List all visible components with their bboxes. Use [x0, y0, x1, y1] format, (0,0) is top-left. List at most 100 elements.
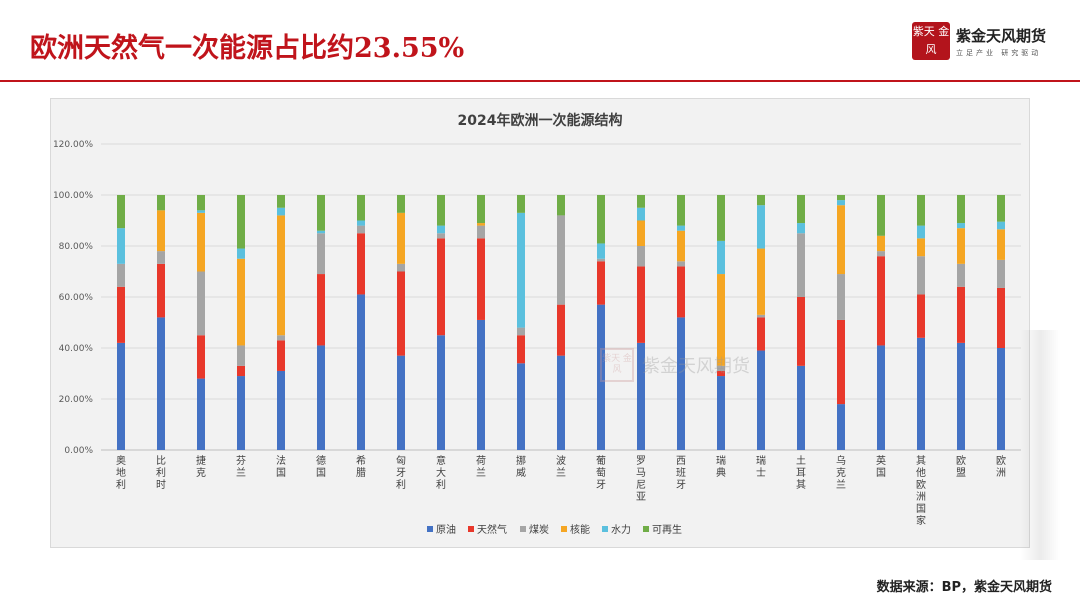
bar-segment: [477, 238, 485, 320]
bar-segment: [677, 317, 685, 450]
bar-segment: [637, 207, 645, 221]
x-tick-label: 希腊: [356, 454, 366, 479]
bar-segment: [277, 215, 285, 336]
chart-title: 2024年欧洲一次能源结构: [458, 112, 623, 129]
x-tick-char: 荷: [476, 455, 486, 467]
bar-segment: [677, 261, 685, 267]
bar-segment: [517, 327, 525, 336]
x-tick-char: 其: [916, 455, 926, 467]
x-tick-label: 德国: [316, 454, 326, 479]
bar-segment: [557, 355, 565, 450]
x-tick-char: 地: [116, 466, 126, 479]
x-tick-label: 捷克: [196, 454, 206, 479]
chart-container: 2024年欧洲一次能源结构 0.00% 20.00% 40.00% 60.00% 80.…: [50, 98, 1030, 548]
x-tick-char: 牙: [396, 467, 406, 479]
x-tick-char: 瑞: [716, 455, 726, 467]
bar-segment: [637, 246, 645, 267]
x-tick-char: 英: [876, 454, 886, 467]
x-tick-label: 欧洲: [996, 455, 1006, 479]
bar-segment: [797, 365, 805, 450]
y-tick-label: 0.00%: [64, 446, 93, 456]
bar-segment: [957, 223, 965, 229]
x-tick-label: 法国: [276, 454, 286, 479]
x-tick-char: 芬: [236, 455, 246, 467]
x-tick-char: 欧: [916, 479, 926, 491]
x-tick-label: 葡萄牙: [596, 454, 606, 491]
legend: 原油 天然气 煤炭 核能 水力 可再生: [427, 523, 682, 536]
bar-segment: [837, 200, 845, 206]
bar-segment: [157, 251, 165, 264]
x-tick-char: 兰: [476, 466, 486, 479]
bar-segment: [997, 195, 1005, 222]
bar-segment: [157, 263, 165, 318]
x-tick-char: 典: [716, 466, 726, 479]
x-tick-char: 兰: [236, 466, 246, 479]
x-tick-char: 瑞: [756, 455, 766, 467]
bar-segment: [517, 335, 525, 364]
bar-segment: [997, 259, 1005, 288]
x-tick-char: 威: [516, 466, 526, 479]
bar-segment: [677, 195, 685, 226]
x-tick-char: 比: [156, 455, 166, 467]
bar-segment: [277, 370, 285, 450]
bar-segment: [197, 210, 205, 213]
x-tick-char: 匈: [396, 454, 406, 467]
bar-segment: [557, 304, 565, 356]
bar-segment: [837, 195, 845, 201]
y-tick-label: 20.00%: [59, 395, 94, 405]
bar-segment: [597, 261, 605, 305]
bar-segment: [237, 376, 245, 450]
x-tick-char: 克: [196, 467, 206, 479]
bar-segment: [397, 195, 405, 213]
bar-segment: [437, 195, 445, 226]
bar-segment: [357, 294, 365, 450]
bar-segment: [517, 363, 525, 450]
bar-segment: [877, 195, 885, 236]
bar-segment: [317, 230, 325, 234]
x-tick-char: 其: [796, 479, 806, 491]
bar-segment: [437, 238, 445, 336]
bar-segment: [277, 340, 285, 371]
bar-segment: [477, 319, 485, 450]
x-tick-char: 西: [676, 456, 686, 467]
watermark-seal-icon: 紫天 金风: [600, 348, 634, 382]
bar-segment: [357, 225, 365, 234]
bar-segment: [397, 263, 405, 272]
bar-segment: [437, 225, 445, 234]
bar-segment: [197, 335, 205, 379]
legend-swatch: [468, 526, 474, 532]
decorative-brush-stroke: [1020, 330, 1060, 560]
x-tick-label: 欧盟: [956, 455, 966, 479]
x-tick-label: 芬兰: [236, 455, 246, 479]
bar-segment: [197, 195, 205, 211]
x-tick-label: 奥地利: [116, 454, 126, 491]
x-tick-char: 利: [116, 479, 126, 491]
bar-segment: [957, 195, 965, 224]
x-tick-char: 他: [916, 466, 926, 479]
bar-segment: [117, 342, 125, 450]
bar-segment: [717, 365, 725, 371]
y-tick-label: 120.00%: [53, 140, 93, 150]
bar-segment: [757, 195, 765, 206]
watermark-seal-text: 紫天 金风: [602, 354, 632, 375]
bar-segment: [237, 345, 245, 366]
legend-label: 水力: [611, 523, 631, 536]
bar-segment: [677, 225, 685, 231]
bar-segment: [797, 297, 805, 366]
bar-segment: [717, 195, 725, 241]
x-tick-label: 乌克兰: [836, 454, 846, 491]
x-tick-char: 耳: [796, 467, 806, 479]
x-tick-char: 大: [436, 466, 446, 479]
bar-segment: [397, 271, 405, 356]
bar-segment: [957, 263, 965, 287]
x-tick-char: 欧: [956, 455, 966, 467]
bar-segment: [877, 251, 885, 257]
bar-segment: [757, 317, 765, 351]
bars: [117, 195, 1005, 450]
legend-swatch: [602, 526, 608, 532]
x-tick-char: 洲: [916, 491, 926, 503]
bar-segment: [717, 274, 725, 366]
bar-segment: [117, 286, 125, 343]
bar-segment: [277, 335, 285, 341]
bar-segment: [877, 235, 885, 252]
